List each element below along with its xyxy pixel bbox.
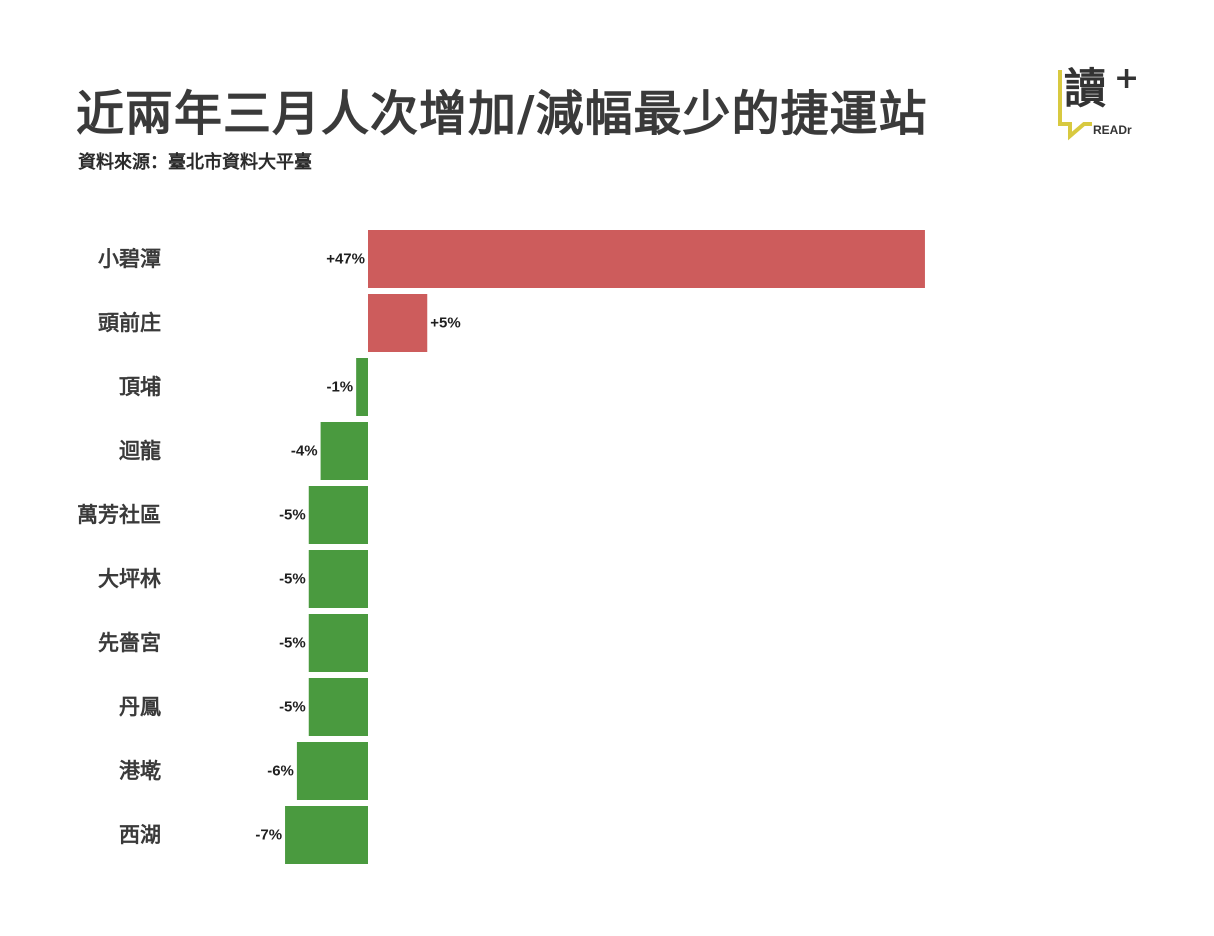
value-label: +47% — [326, 251, 365, 268]
bar — [368, 230, 925, 288]
category-label: 小碧潭 — [98, 247, 161, 271]
value-label: +5% — [430, 315, 460, 332]
logo-bracket-icon — [1058, 70, 1092, 141]
chart-title: 近兩年三月人次增加/減幅最少的捷運站 — [76, 86, 928, 142]
value-label: -5% — [279, 635, 306, 652]
category-label: 迴龍 — [119, 439, 161, 463]
bar — [356, 358, 368, 416]
value-label: -5% — [279, 699, 306, 716]
value-label: -1% — [326, 379, 353, 396]
readr-logo[interactable]: 讀 + READr — [1056, 61, 1140, 144]
bar — [320, 422, 368, 480]
category-label: 頂埔 — [119, 375, 161, 399]
bar — [308, 550, 368, 608]
value-label: -6% — [267, 763, 294, 780]
value-label: -5% — [279, 507, 306, 524]
value-label: -7% — [255, 827, 282, 844]
bar — [296, 742, 368, 800]
category-label: 萬芳社區 — [77, 503, 161, 527]
bar — [308, 486, 368, 544]
bar — [308, 614, 368, 672]
category-label: 大坪林 — [98, 567, 161, 591]
bar — [368, 294, 428, 352]
bar — [285, 806, 368, 864]
category-label: 頭前庄 — [98, 311, 161, 335]
data-source: 資料來源：臺北市資料大平臺 — [78, 152, 312, 173]
category-label: 西湖 — [119, 823, 161, 847]
category-label: 先嗇宮 — [98, 631, 161, 655]
value-label: -4% — [291, 443, 318, 460]
logo-plus: + — [1114, 61, 1140, 96]
value-label: -5% — [279, 571, 306, 588]
category-label: 港墘 — [119, 759, 161, 783]
category-label: 丹鳳 — [119, 695, 161, 719]
logo-text: READr — [1093, 123, 1132, 137]
logo-char: 讀 — [1064, 64, 1107, 113]
bar — [308, 678, 368, 736]
